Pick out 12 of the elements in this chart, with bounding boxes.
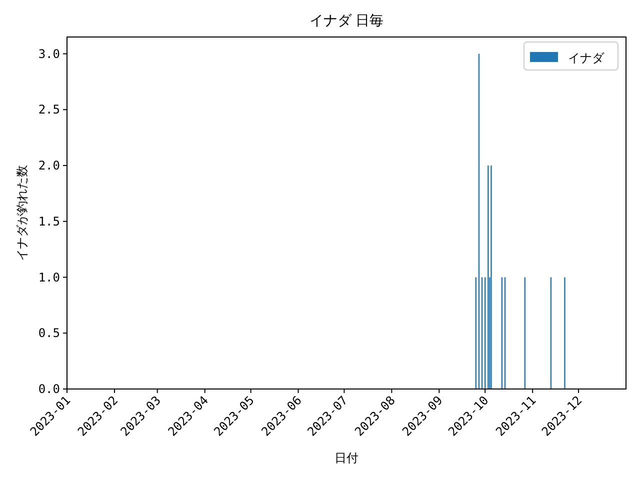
y-tick-label: 0.0 xyxy=(38,382,60,396)
y-axis-title: イナダが釣れた数 xyxy=(15,165,29,261)
y-tick-label: 2.0 xyxy=(38,158,60,173)
x-axis-title: 日付 xyxy=(334,451,358,465)
y-tick-label: 2.5 xyxy=(38,102,60,117)
legend-label: イナダ xyxy=(568,51,605,65)
legend: イナダ xyxy=(524,42,618,70)
y-tick-label: 3.0 xyxy=(38,46,60,61)
chart-title: イナダ 日毎 xyxy=(309,13,384,29)
y-tick-label: 0.5 xyxy=(38,326,60,340)
y-tick-label: 1.5 xyxy=(38,214,60,228)
y-tick-label: 1.0 xyxy=(38,270,60,284)
